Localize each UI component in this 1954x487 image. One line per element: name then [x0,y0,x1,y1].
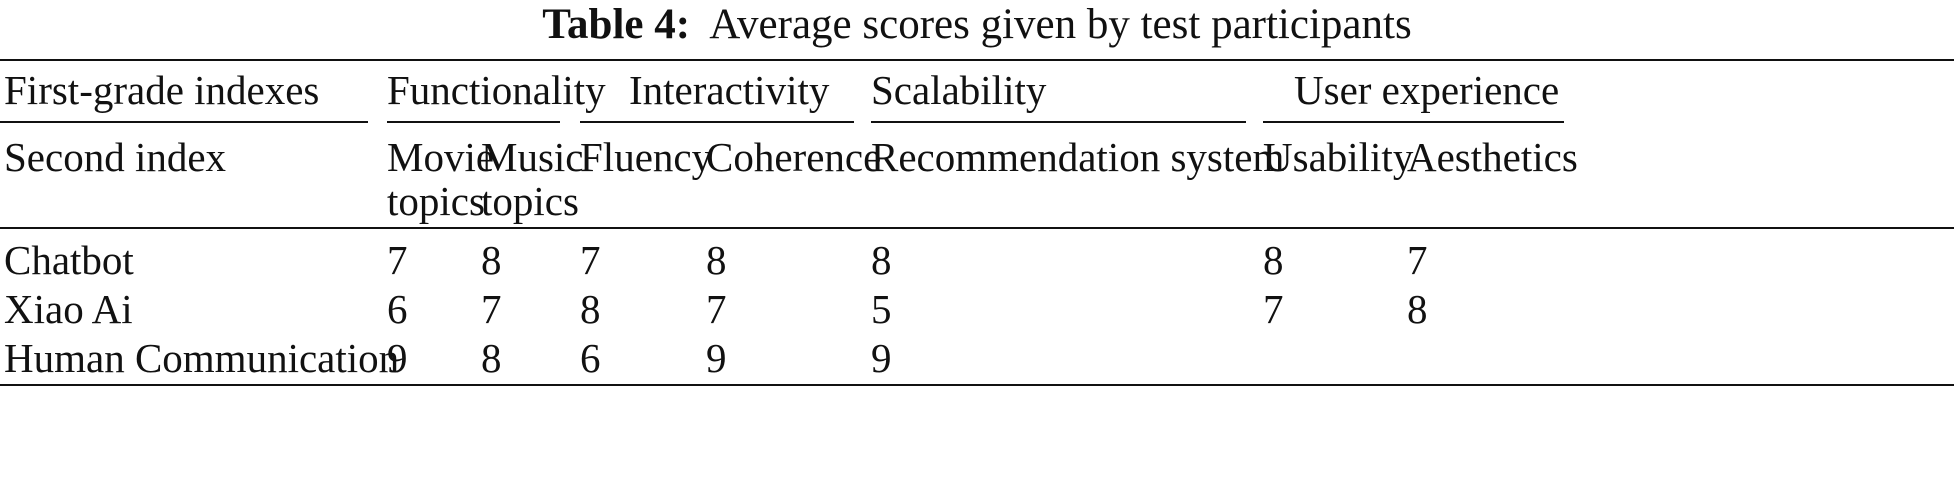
group-user-experience: User experience [1294,67,1560,113]
cell-chatbot-movie: 7 [387,237,408,283]
cell-human-movie: 9 [387,335,408,381]
header-bottom-rule [0,227,1954,229]
group-scalability: Scalability [871,67,1047,113]
cell-xiao-ai-usability: 7 [1263,286,1284,332]
header-underline-user-experience [1263,121,1564,123]
row-name-xiao-ai: Xiao Ai [4,286,133,332]
cell-xiao-ai-coherence: 7 [706,286,727,332]
top-rule [0,59,1954,61]
second-index-header: Second index [4,134,227,180]
sub-column-movie-line2: topics [387,178,485,224]
cell-xiao-ai-recommendation: 5 [871,286,892,332]
sub-column-music-line2: topics [481,178,579,224]
group-interactivity: Interactivity [629,67,830,113]
header-underline-first [0,121,368,123]
sub-column-movie-line1: Movie [387,134,495,180]
header-underline-functionality [387,121,560,123]
cell-chatbot-aesthetics: 7 [1407,237,1428,283]
row-name-chatbot: Chatbot [4,237,134,283]
header-underline-scalability [871,121,1246,123]
cell-human-fluency: 6 [580,335,601,381]
cell-chatbot-music: 8 [481,237,502,283]
sub-column-usability: Usability [1263,134,1414,180]
row-name-human-communication: Human Communication [4,335,400,381]
cell-chatbot-usability: 8 [1263,237,1284,283]
table-label: Table 4: [542,1,691,48]
group-functionality: Functionality [387,67,606,113]
header-underline-interactivity [580,121,854,123]
cell-human-recommendation: 9 [871,335,892,381]
sub-column-music-line1: Music [481,134,584,180]
bottom-rule [0,384,1954,386]
table-title: Average scores given by test participant… [709,1,1412,48]
cell-chatbot-coherence: 8 [706,237,727,283]
cell-human-music: 8 [481,335,502,381]
cell-xiao-ai-music: 7 [481,286,502,332]
sub-column-aesthetics: Aesthetics [1407,134,1578,180]
cell-xiao-ai-movie: 6 [387,286,408,332]
cell-human-coherence: 9 [706,335,727,381]
table-caption: Table 4: Average scores given by test pa… [0,0,1954,50]
cell-chatbot-fluency: 7 [580,237,601,283]
sub-column-recommendation-system: Recommendation system [871,134,1285,180]
cell-chatbot-recommendation: 8 [871,237,892,283]
cell-xiao-ai-fluency: 8 [580,286,601,332]
cell-xiao-ai-aesthetics: 8 [1407,286,1428,332]
sub-column-coherence: Coherence [706,134,882,180]
sub-column-fluency: Fluency [580,134,713,180]
first-grade-header: First-grade indexes [4,67,320,113]
